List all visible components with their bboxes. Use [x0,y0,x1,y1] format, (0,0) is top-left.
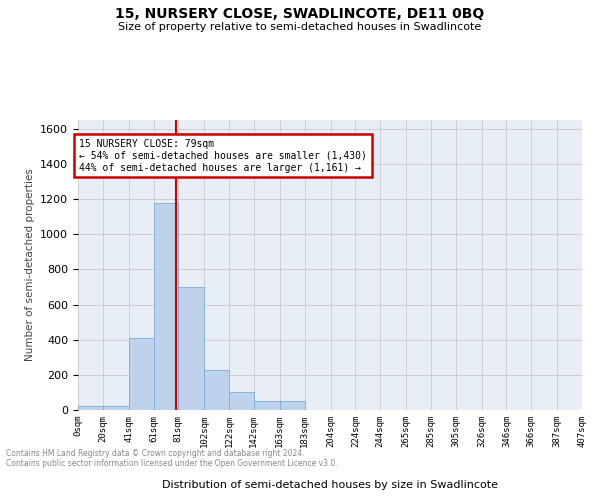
Text: 15, NURSERY CLOSE, SWADLINCOTE, DE11 0BQ: 15, NURSERY CLOSE, SWADLINCOTE, DE11 0BQ [115,8,485,22]
Bar [254,401,280,410]
Text: Contains HM Land Registry data © Crown copyright and database right 2024.: Contains HM Land Registry data © Crown c… [6,448,305,458]
Bar [229,392,254,410]
Bar [154,202,178,410]
Text: 15 NURSERY CLOSE: 79sqm
← 54% of semi-detached houses are smaller (1,430)
44% of: 15 NURSERY CLOSE: 79sqm ← 54% of semi-de… [79,140,367,172]
Bar [78,406,103,410]
Bar [103,406,129,410]
Bar [280,401,305,410]
Bar [178,287,205,410]
Text: Size of property relative to semi-detached houses in Swadlincote: Size of property relative to semi-detach… [118,22,482,32]
Bar [129,338,154,410]
Bar [205,370,229,410]
Text: Distribution of semi-detached houses by size in Swadlincote: Distribution of semi-detached houses by … [162,480,498,490]
Y-axis label: Number of semi-detached properties: Number of semi-detached properties [25,168,35,362]
Text: Contains public sector information licensed under the Open Government Licence v3: Contains public sector information licen… [6,458,338,468]
